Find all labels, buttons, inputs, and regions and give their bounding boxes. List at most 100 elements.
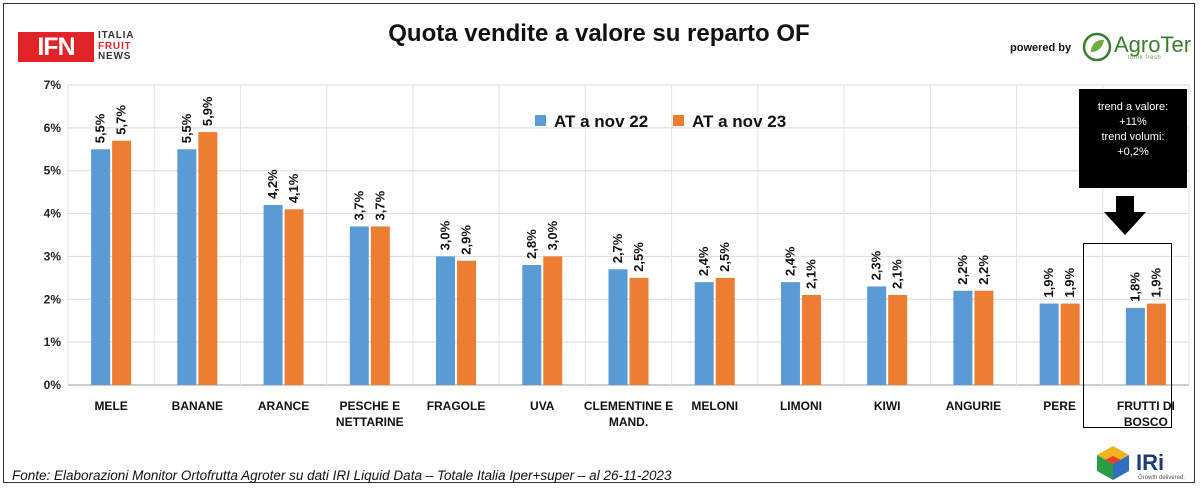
- y-tick-label: 7%: [44, 78, 62, 92]
- data-label: 2,8%: [524, 229, 539, 259]
- x-category-label: ANGURIE: [946, 399, 1001, 413]
- down-arrow-icon: [1104, 196, 1146, 235]
- x-category-label: UVA: [530, 399, 555, 413]
- data-label: 2,1%: [803, 259, 818, 289]
- bar: [284, 209, 304, 385]
- data-label: 3,0%: [438, 220, 453, 250]
- bar: [608, 269, 628, 385]
- bar: [888, 295, 908, 385]
- data-label: 3,7%: [372, 190, 387, 220]
- source-note: Fonte: Elaborazioni Monitor Ortofrutta A…: [12, 468, 672, 483]
- data-label: 2,2%: [955, 255, 970, 285]
- data-label: 1,9%: [1062, 267, 1077, 297]
- data-label: 5,5%: [93, 113, 108, 143]
- bar: [177, 149, 197, 385]
- bar: [953, 290, 973, 385]
- powered-by-label: powered by: [1010, 42, 1072, 54]
- ifn-logo-line: NEWS: [98, 51, 132, 62]
- trend-line: trend a valore:: [1097, 101, 1169, 113]
- x-category-label: ARANCE: [258, 399, 309, 413]
- x-category-label: BANANE: [172, 399, 223, 413]
- data-label: 1,8%: [1127, 272, 1142, 302]
- data-label: 2,7%: [610, 233, 625, 263]
- bar: [91, 149, 111, 385]
- x-category-label: PESCHE E: [339, 399, 400, 413]
- data-label: 4,2%: [265, 169, 280, 199]
- bar: [629, 277, 649, 385]
- data-label: 2,3%: [869, 250, 884, 280]
- data-label: 1,9%: [1041, 267, 1056, 297]
- legend-swatch-orange: [673, 115, 684, 126]
- data-label: 2,4%: [696, 246, 711, 276]
- bar: [1060, 303, 1080, 385]
- bar: [1039, 303, 1059, 385]
- iri-logo: IRi Growth delivered.: [1094, 444, 1194, 486]
- data-label: 2,1%: [890, 259, 905, 289]
- trend-box: trend a valore: +11% trend volumi: +0,2%: [1079, 89, 1187, 188]
- x-category-label: FRAGOLE: [427, 399, 486, 413]
- bar: [349, 226, 369, 385]
- y-tick-label: 6%: [44, 121, 62, 135]
- bar: [1125, 307, 1145, 385]
- bar: [715, 277, 735, 385]
- bar: [780, 282, 800, 385]
- data-label: 3,7%: [351, 190, 366, 220]
- agroter-leaf-icon: [1082, 32, 1112, 62]
- trend-line: +11%: [1119, 116, 1147, 128]
- ifn-logo-mark: IFN: [18, 32, 94, 62]
- x-category-label: NETTARINE: [336, 415, 404, 429]
- legend-item-series-1: AT a nov 22: [535, 112, 648, 132]
- data-label: 5,7%: [114, 105, 129, 135]
- bar: [867, 286, 887, 385]
- bar: [694, 282, 714, 385]
- highlight-box-frutti-di-bosco: [1083, 243, 1172, 428]
- bar: [263, 205, 283, 385]
- data-label: 2,5%: [631, 242, 646, 272]
- data-label: 2,5%: [717, 242, 732, 272]
- x-category-label: MELONI: [691, 399, 738, 413]
- y-tick-label: 2%: [44, 292, 62, 306]
- y-tick-label: 3%: [44, 249, 62, 263]
- data-label: 5,5%: [179, 113, 194, 143]
- y-tick-label: 1%: [44, 335, 62, 349]
- bar: [436, 256, 456, 385]
- legend-label: AT a nov 23: [692, 112, 787, 131]
- iri-logo-tagline: Growth delivered.: [1138, 475, 1186, 481]
- x-category-label: CLEMENTINE E: [584, 399, 673, 413]
- agroter-logo-text: AgroTer: [1114, 32, 1192, 57]
- chart-frame: IFN ITALIA FRUIT NEWS Quota vendite a va…: [3, 3, 1195, 483]
- bar: [543, 256, 563, 385]
- legend-label: AT a nov 22: [554, 112, 649, 131]
- bar: [974, 290, 994, 385]
- iri-cube-icon: [1097, 446, 1129, 480]
- x-category-label: MELE: [94, 399, 127, 413]
- y-tick-label: 0%: [44, 378, 62, 392]
- iri-logo-text: IRi: [1136, 450, 1165, 475]
- agroter-logo-tagline: think fresh: [1128, 55, 1162, 61]
- bar: [457, 260, 477, 385]
- data-label: 5,9%: [200, 96, 215, 126]
- chart-title: Quota vendite a valore su reparto OF: [388, 20, 810, 47]
- data-label: 3,0%: [545, 220, 560, 250]
- x-category-label: MAND.: [609, 415, 648, 429]
- data-label: 2,4%: [782, 246, 797, 276]
- y-tick-label: 5%: [44, 164, 62, 178]
- bar: [112, 140, 132, 385]
- bar: [522, 265, 542, 385]
- bar: [1146, 303, 1166, 385]
- x-category-label: FRUTTI DI: [1117, 399, 1175, 413]
- x-category-label: PERE: [1043, 399, 1076, 413]
- data-label: 4,1%: [286, 173, 301, 203]
- y-tick-label: 4%: [44, 207, 62, 221]
- trend-line: +0,2%: [1117, 146, 1149, 158]
- ifn-logo: IFN ITALIA FRUIT NEWS: [18, 30, 140, 66]
- data-label: 2,9%: [459, 225, 474, 255]
- x-category-label: BOSCO: [1124, 415, 1168, 429]
- legend-item-series-2: AT a nov 23: [673, 112, 786, 132]
- ifn-logo-line: FRUIT: [98, 40, 132, 52]
- bar: [801, 295, 821, 385]
- bar-chart-plot: 0% 1% 2% 3% 4% 5% 6% 7% 5,5% 5,5% 4,2% 3,7% 3,0% 2,8%…: [44, 78, 1190, 429]
- ifn-logo-text: ITALIA FRUIT NEWS: [98, 30, 135, 63]
- ifn-logo-line: ITALIA: [98, 30, 135, 41]
- bar: [370, 226, 390, 385]
